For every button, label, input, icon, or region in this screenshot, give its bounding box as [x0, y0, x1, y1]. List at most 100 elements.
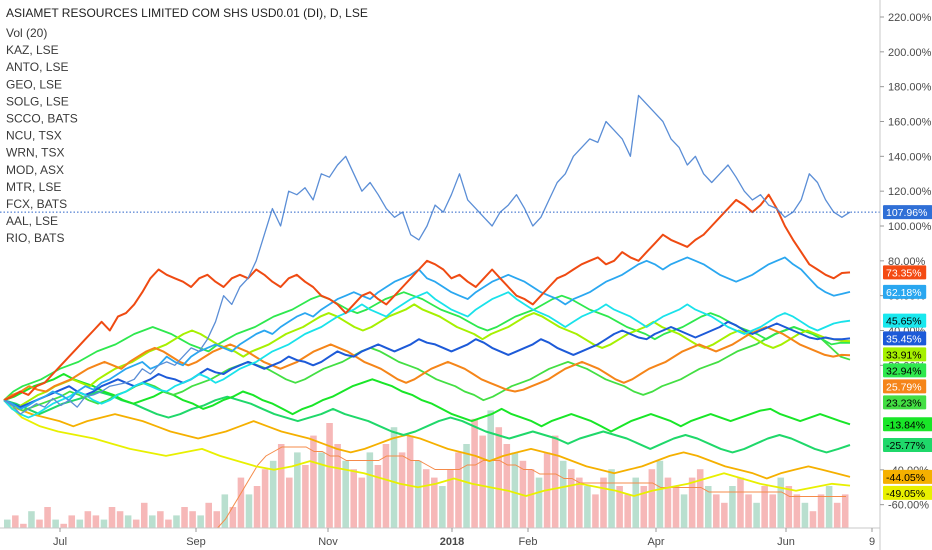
y-tick-label: 100.00% — [888, 221, 932, 233]
volume-bar — [833, 502, 841, 528]
value-badge-label: 35.45% — [886, 333, 922, 345]
y-tick-label: 140.00% — [888, 151, 932, 163]
volume-bar — [479, 435, 486, 528]
legend-entry: ANTO, LSE — [6, 60, 68, 74]
volume-bar — [132, 519, 140, 528]
series-line — [3, 303, 851, 410]
volume-bar — [809, 511, 817, 528]
series-line — [3, 373, 851, 433]
x-tick-label: 9 — [869, 536, 875, 548]
x-tick-label: Sep — [186, 536, 206, 548]
value-badge: -25.77% — [883, 438, 932, 452]
volume-bar — [406, 435, 414, 528]
legend-entry: Vol (20) — [6, 26, 47, 40]
volume-bar — [664, 477, 672, 528]
volume-bar — [616, 486, 623, 528]
value-badge: 32.94% — [883, 363, 927, 378]
volume-bar — [44, 507, 51, 528]
legend-entry: SCCO, BATS — [6, 112, 78, 126]
legend-entry: MOD, ASX — [6, 163, 64, 177]
series-line — [3, 399, 851, 480]
time-axis[interactable]: Jul Sep Nov 2018 Feb Apr Jun 9 — [53, 528, 875, 548]
volume-bar — [390, 427, 398, 528]
value-badge-label: 107.96% — [886, 207, 927, 219]
volume-bar — [817, 494, 825, 528]
volume-bar — [181, 507, 188, 528]
x-tick-label: Apr — [647, 536, 664, 548]
volume-bar — [721, 502, 728, 528]
volume-bar — [28, 511, 35, 528]
volume-bar — [84, 511, 92, 528]
x-tick-label: Nov — [318, 536, 338, 548]
volume-bar — [825, 486, 833, 528]
series-line — [3, 326, 851, 412]
volume-bar — [777, 477, 785, 528]
value-badge: 23.23% — [883, 395, 927, 410]
volume-bar — [431, 477, 438, 528]
y-tick-label: -60.00% — [888, 500, 929, 512]
value-badge-label: 62.18% — [886, 287, 922, 299]
volume-bar — [584, 486, 591, 528]
value-badge-label: 32.94% — [886, 365, 922, 377]
volume-bar — [793, 494, 801, 528]
value-badge: 25.79% — [883, 379, 927, 394]
volume-bar — [713, 494, 720, 528]
y-tick-label: 120.00% — [888, 186, 932, 198]
legend-entry: FCX, BATS — [6, 197, 67, 211]
volume-bar — [455, 452, 462, 528]
volume-bar — [60, 523, 67, 528]
volume-bar — [422, 469, 430, 528]
volume-bar — [221, 494, 229, 528]
value-badge-label: 23.23% — [886, 397, 922, 409]
volume-bar — [398, 452, 406, 528]
volume-bar — [463, 444, 470, 528]
volume-bar — [294, 452, 301, 528]
volume-bar — [4, 519, 11, 528]
volume-bar — [576, 477, 583, 528]
value-badge: 35.45% — [883, 331, 927, 346]
series-line — [3, 390, 851, 454]
volume-bar — [173, 515, 180, 528]
legend-entry: RIO, BATS — [6, 231, 64, 245]
x-tick-label: Jul — [53, 536, 67, 548]
x-tick-label: 2018 — [440, 536, 464, 548]
series-line — [3, 320, 851, 409]
volume-bar — [366, 452, 374, 528]
series-lines — [3, 94, 851, 497]
volume-bar — [729, 486, 736, 528]
volume-bar — [205, 502, 212, 528]
volume-bar — [753, 502, 760, 528]
legend-entry: KAZ, LSE — [6, 43, 59, 57]
legend: Vol (20) KAZ, LSE ANTO, LSE GEO, LSE SOLG, L… — [6, 26, 78, 245]
volume-bar — [189, 511, 196, 528]
x-tick-label: Jun — [777, 536, 795, 548]
volume-bar — [245, 494, 253, 528]
value-badge-label: -13.84% — [886, 419, 925, 431]
volume-bar — [20, 523, 27, 528]
volume-bar — [656, 460, 664, 528]
volume-bar — [471, 418, 478, 528]
y-tick-label: 180.00% — [888, 82, 932, 94]
volume-bar — [157, 511, 164, 528]
volume-bar — [439, 486, 446, 528]
volume-bar — [785, 486, 793, 528]
volume-bar — [350, 469, 358, 528]
volume-bar — [592, 494, 599, 528]
volume-bar — [326, 423, 333, 528]
volume-bar — [568, 469, 575, 528]
volume-bar — [140, 502, 148, 528]
volume-bar — [608, 469, 615, 528]
series-line — [3, 291, 851, 419]
volume-bar — [358, 477, 366, 528]
series-line — [3, 256, 851, 410]
volume-bar — [68, 515, 76, 528]
volume-bar — [237, 477, 245, 528]
volume-bar — [447, 469, 454, 528]
series-line — [3, 291, 851, 401]
volume-bar — [551, 435, 559, 528]
value-badge: -44.05% — [883, 469, 932, 484]
volume-bar — [527, 469, 535, 528]
value-badge: -49.05% — [883, 485, 932, 500]
volume-bar — [632, 477, 640, 528]
